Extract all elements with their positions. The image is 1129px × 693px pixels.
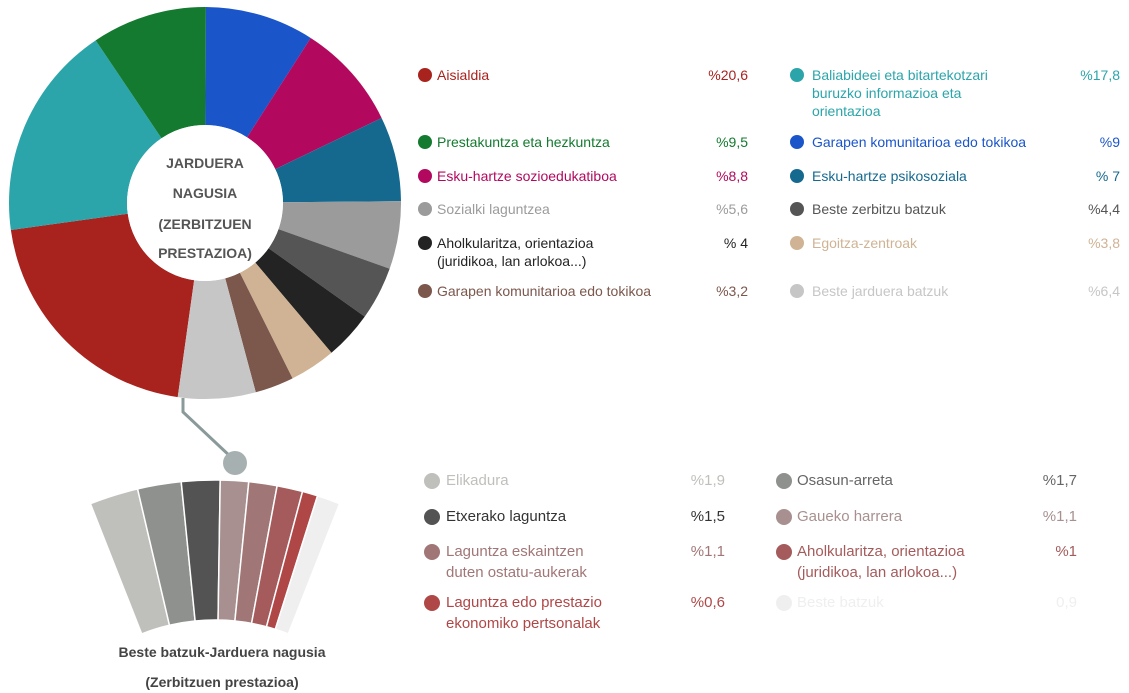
pie-slice	[177, 278, 256, 399]
value-label: %3,2	[716, 283, 748, 299]
legend-swatch	[790, 236, 804, 250]
value-label: %1,1	[690, 543, 725, 560]
legend-label: Prestakuntza eta hezkuntza	[437, 134, 610, 150]
legend-swatch	[418, 236, 432, 250]
value-label: 0,9	[1056, 594, 1077, 611]
pie-slice	[10, 213, 195, 398]
connector	[181, 398, 234, 460]
legend-swatch	[418, 169, 432, 183]
pie-slice	[225, 272, 293, 393]
legend-label: Elikadura	[446, 472, 509, 489]
legend-label: Laguntza edo prestazio ekonomiko pertson…	[446, 594, 602, 632]
legend-swatch	[776, 544, 792, 560]
legend-swatch	[790, 202, 804, 216]
value-label: %9,5	[716, 134, 748, 150]
pie-slice	[205, 7, 311, 138]
legend-label: Esku-hartze sozioedukatiboa	[437, 168, 617, 184]
pie-slice	[9, 40, 162, 230]
pie-slice	[239, 262, 332, 379]
value-label: %9	[1099, 134, 1120, 150]
legend-label: Beste batzuk	[797, 594, 884, 611]
sub-title: Beste batzuk-Jarduera nagusia	[119, 644, 326, 660]
legend-label: Etxerako laguntza	[446, 508, 567, 525]
legend-label: Gaueko harrera	[797, 508, 903, 525]
value-label: %1,9	[690, 472, 725, 489]
value-label: %1,5	[690, 508, 725, 525]
legend-label: Aisialdia	[437, 67, 490, 83]
legend-label: Laguntza eskaintzen duten ostatu-aukerak	[446, 543, 587, 581]
legend-label: Esku-hartze psikosoziala	[812, 168, 967, 184]
value-label: %6,4	[1088, 283, 1120, 299]
value-label: %8,8	[716, 168, 748, 184]
legend-label: Beste jarduera batzuk	[812, 283, 949, 299]
center-label: PRESTAZIOA)	[158, 245, 252, 261]
value-label: % 4	[723, 235, 748, 251]
legend-swatch	[790, 68, 804, 82]
value-label: %5,6	[716, 201, 748, 217]
value-label: %20,6	[708, 67, 748, 83]
value-label: %3,8	[1088, 235, 1120, 251]
value-label: %0,6	[690, 594, 725, 611]
value-label: %1,7	[1042, 472, 1077, 489]
pie-slice	[247, 37, 382, 170]
legend-label: Baliabideei eta bitartekotzari buruzko i…	[812, 67, 988, 119]
fan-segment	[274, 494, 341, 635]
legend-swatch	[790, 135, 804, 149]
pie-slice	[255, 248, 365, 353]
legend-label: Beste zerbitzu batzuk	[812, 201, 946, 217]
pie-slice	[278, 201, 401, 269]
legend-swatch	[790, 284, 804, 298]
legend-swatch	[424, 544, 440, 560]
value-label: %17,8	[1080, 67, 1120, 83]
value-label: %1,1	[1042, 508, 1077, 525]
value-label: %1	[1055, 543, 1077, 560]
legend-swatch	[418, 202, 432, 216]
legend-label: Aholkularitza, orientazioa (juridikoa, l…	[437, 235, 594, 269]
legend-swatch	[424, 473, 440, 489]
legend-swatch	[418, 135, 432, 149]
pie-hole	[127, 125, 283, 281]
legend-label: Aholkularitza, orientazioa (juridikoa, l…	[797, 543, 965, 581]
legend-label: Sozialki laguntzea	[437, 201, 550, 217]
connector-dot	[223, 451, 247, 475]
legend-swatch	[418, 284, 432, 298]
legend-label: Garapen komunitarioa edo tokikoa	[437, 283, 652, 299]
sub-title: (Zerbitzuen prestazioa)	[145, 674, 298, 690]
legend-label: Osasun-arreta	[797, 472, 893, 489]
legend-swatch	[776, 473, 792, 489]
legend-swatch	[776, 595, 792, 611]
pie-slice	[268, 229, 390, 317]
pie-slice	[275, 117, 401, 203]
value-label: %4,4	[1088, 201, 1120, 217]
center-label: (ZERBITZUEN	[158, 216, 251, 232]
legend-label: Egoitza-zentroak	[812, 235, 918, 251]
legend-swatch	[424, 595, 440, 611]
legend-swatch	[776, 509, 792, 525]
pie-slice	[95, 6, 206, 139]
center-label: JARDUERA	[166, 155, 244, 171]
center-label: NAGUSIA	[173, 185, 238, 201]
legend-label: Garapen komunitarioa edo tokikoa	[812, 134, 1027, 150]
value-label: % 7	[1095, 168, 1120, 184]
legend-swatch	[790, 169, 804, 183]
legend-swatch	[424, 509, 440, 525]
legend-swatch	[418, 68, 432, 82]
